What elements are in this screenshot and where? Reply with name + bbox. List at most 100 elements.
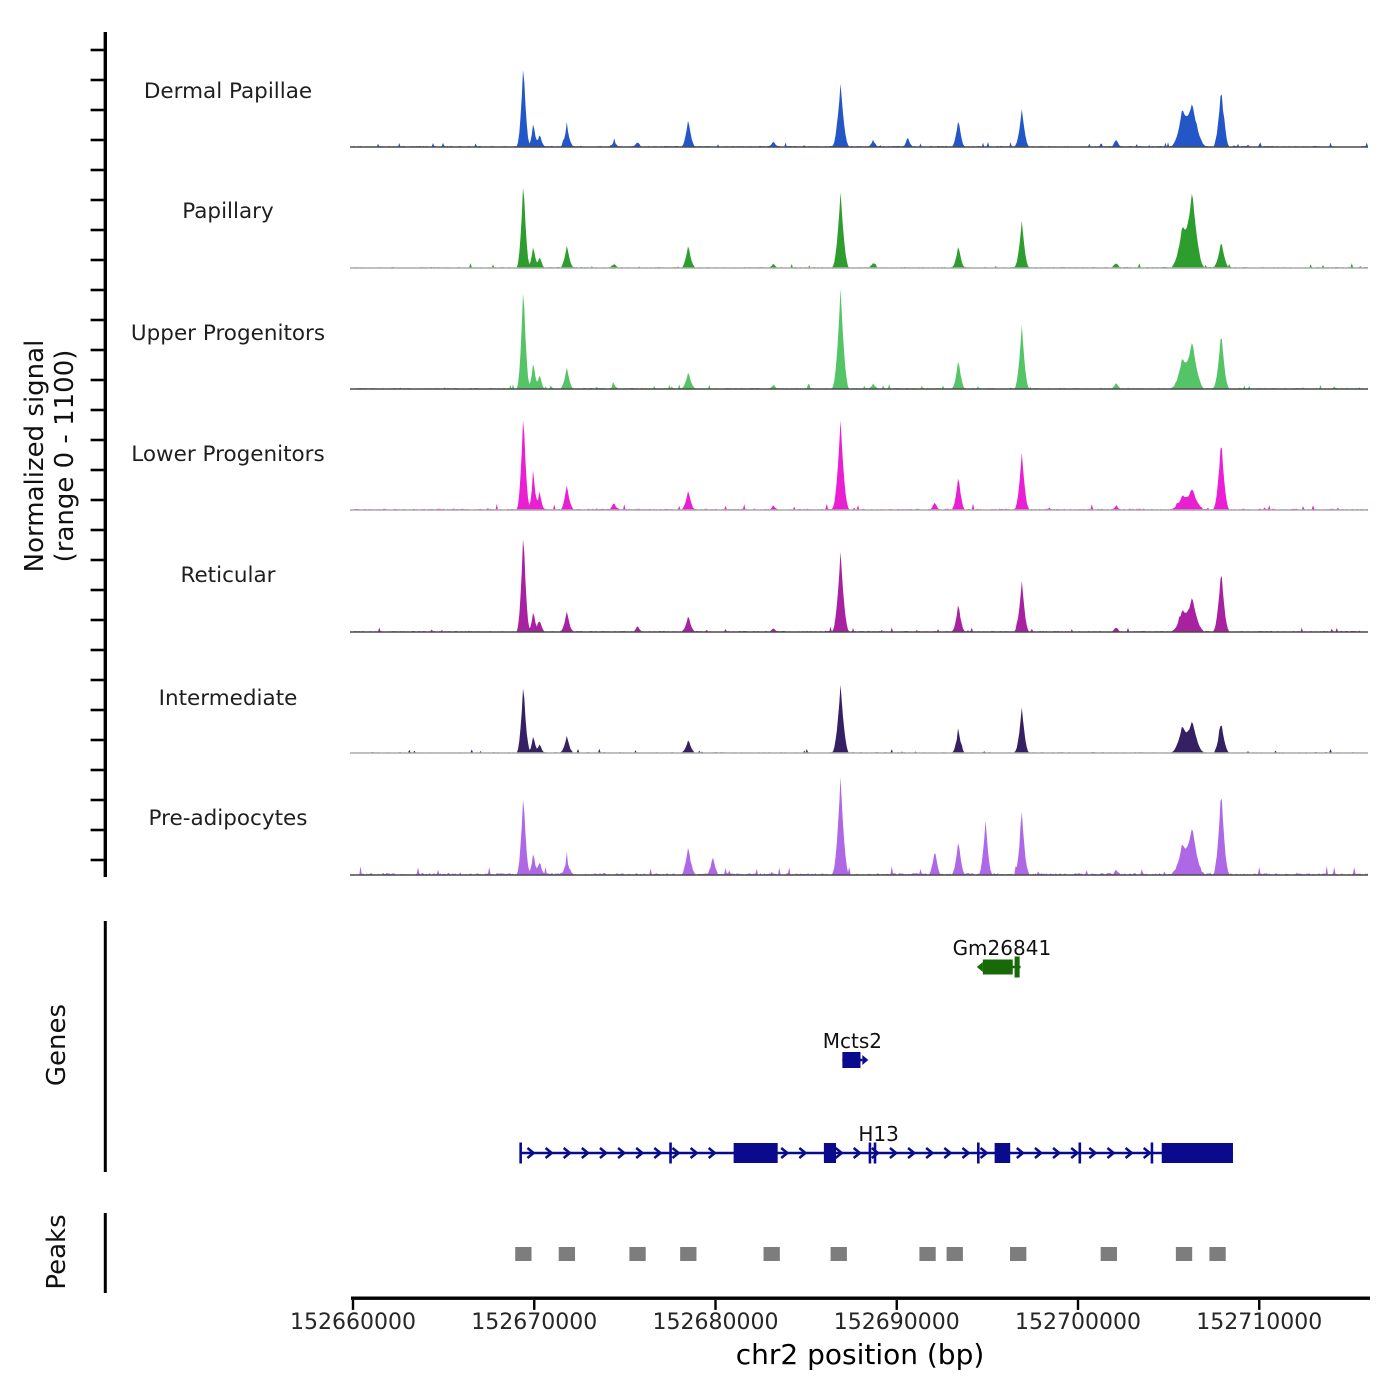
strand-arrow-right-icon [1034,1147,1044,1159]
tracks-spine [103,32,107,877]
tracks-spine-tick [90,648,104,652]
strand-arrow-right-icon [581,1147,591,1159]
signal-tracks [350,69,1368,876]
gene-exon-box [1161,1143,1233,1163]
x-axis-tick [533,1299,536,1310]
peak-box [558,1247,576,1261]
strand-arrow-right-icon [635,1147,645,1159]
x-axis-tick [895,1299,898,1310]
strand-arrow-right-icon [689,1147,699,1159]
x-axis [351,1296,1370,1310]
tracks-spine-tick [90,48,104,52]
strand-arrow-right-icon [544,1147,554,1159]
tracks-spine-tick [90,198,104,202]
x-axis-tick-label: 152710000 [1196,1310,1323,1335]
gene-label-h13: H13 [858,1122,899,1146]
gene-exon-box [842,1052,861,1068]
tracks-spine-tick [90,678,104,682]
strand-arrow-right-icon [617,1147,627,1159]
tracks-spine-tick [90,708,104,712]
tracks-spine-tick [90,108,104,112]
gene-exon-tick [1150,1142,1154,1164]
tracks-spine-tick [90,138,104,142]
track-label-lower-progenitors: Lower Progenitors [131,442,325,467]
track-label-dermal-papillae: Dermal Papillae [143,79,313,104]
signal-track-pre-adipocytes [350,776,1368,876]
x-axis-tick [1076,1299,1080,1310]
strand-arrow-right-icon [889,1147,899,1159]
strand-arrow-right-icon [1016,1147,1026,1159]
tracks-spine-tick [90,168,104,172]
peaks-spine [103,1213,107,1293]
gene-exon-tick [1078,1142,1082,1164]
signal-area-dermal-papillae [353,69,1368,147]
strand-arrow-right-icon [961,1147,971,1159]
signal-track-dermal-papillae [350,69,1368,148]
tracks-spine-tick [90,828,104,832]
x-axis-tick-label: 152700000 [1015,1310,1141,1335]
x-axis-tick [714,1299,717,1310]
gene-exon-box [982,959,1013,975]
strand-arrow-right-icon [907,1147,917,1159]
tracks-spine-tick [90,768,104,772]
tracks-spine-tick [90,318,104,322]
strand-arrow-right-icon [1142,1147,1152,1159]
tracks-spine-tick [90,618,104,622]
left-spines [90,32,107,1293]
tracks-spine-tick [90,408,104,412]
gene-exon-box [823,1143,837,1163]
signal-track-lower-progenitors [350,420,1368,511]
x-axis-title: chr2 position (bp) [735,1338,985,1371]
peak-box [830,1247,847,1261]
tracks-spine-tick [90,858,104,862]
peak-box [1010,1247,1027,1261]
signal-area-papillary [353,187,1368,268]
strand-arrow-right-icon [599,1147,609,1159]
genes-spine [103,921,107,1172]
tracks-spine-tick [90,468,104,472]
x-axis-tick-label: 152660000 [290,1310,416,1335]
peak-box [1209,1247,1226,1261]
signal-area-lower-progenitors [353,420,1368,510]
gene-exon-box [994,1143,1011,1163]
genes-section [519,956,1233,1164]
tracks-spine-tick [90,498,104,502]
x-axis-tick [1258,1299,1261,1310]
gene-exon-tick [977,1142,980,1164]
gene-exon-tick [873,1142,877,1164]
gene-exon-box [1014,956,1020,978]
gene-exon-tick [519,1142,522,1164]
gene-exon-tick [868,1142,872,1164]
tracks-spine-tick [90,588,104,592]
y-axis-label-line1: Normalized signal [20,339,50,573]
track-label-reticular: Reticular [180,563,276,588]
x-axis-tick-label: 152690000 [833,1310,960,1335]
tracks-spine-tick [90,78,104,82]
track-label-pre-adipocytes: Pre-adipocytes [148,806,308,831]
x-axis-line [351,1296,1370,1300]
gene-exon-box [733,1143,778,1163]
tracks-spine-tick [90,738,104,742]
strand-arrow-right-icon [1106,1147,1116,1159]
gene-gm26841 [976,956,1021,978]
signal-area-upper-progenitors [353,288,1368,389]
x-axis-tick-label: 152670000 [471,1310,598,1335]
signal-track-intermediate [350,684,1368,754]
tracks-spine-tick [90,348,104,352]
strand-arrow-right-icon [834,1147,844,1159]
peak-box [1175,1247,1193,1261]
strand-arrow-right-icon [1124,1147,1134,1159]
strand-arrow-right-icon [925,1147,935,1159]
strand-arrow-right-icon [1088,1147,1098,1159]
peak-box [680,1247,697,1261]
strand-arrow-right-icon [780,1147,790,1159]
peak-box [919,1247,936,1261]
strand-arrow-right-icon [562,1147,572,1159]
strand-arrow-right-icon [526,1147,536,1159]
signal-area-pre-adipocytes [353,776,1368,875]
peak-box [1100,1247,1117,1261]
peak-box [629,1247,646,1261]
strand-arrow-right-icon [1070,1147,1080,1159]
tracks-spine-tick [90,228,104,232]
